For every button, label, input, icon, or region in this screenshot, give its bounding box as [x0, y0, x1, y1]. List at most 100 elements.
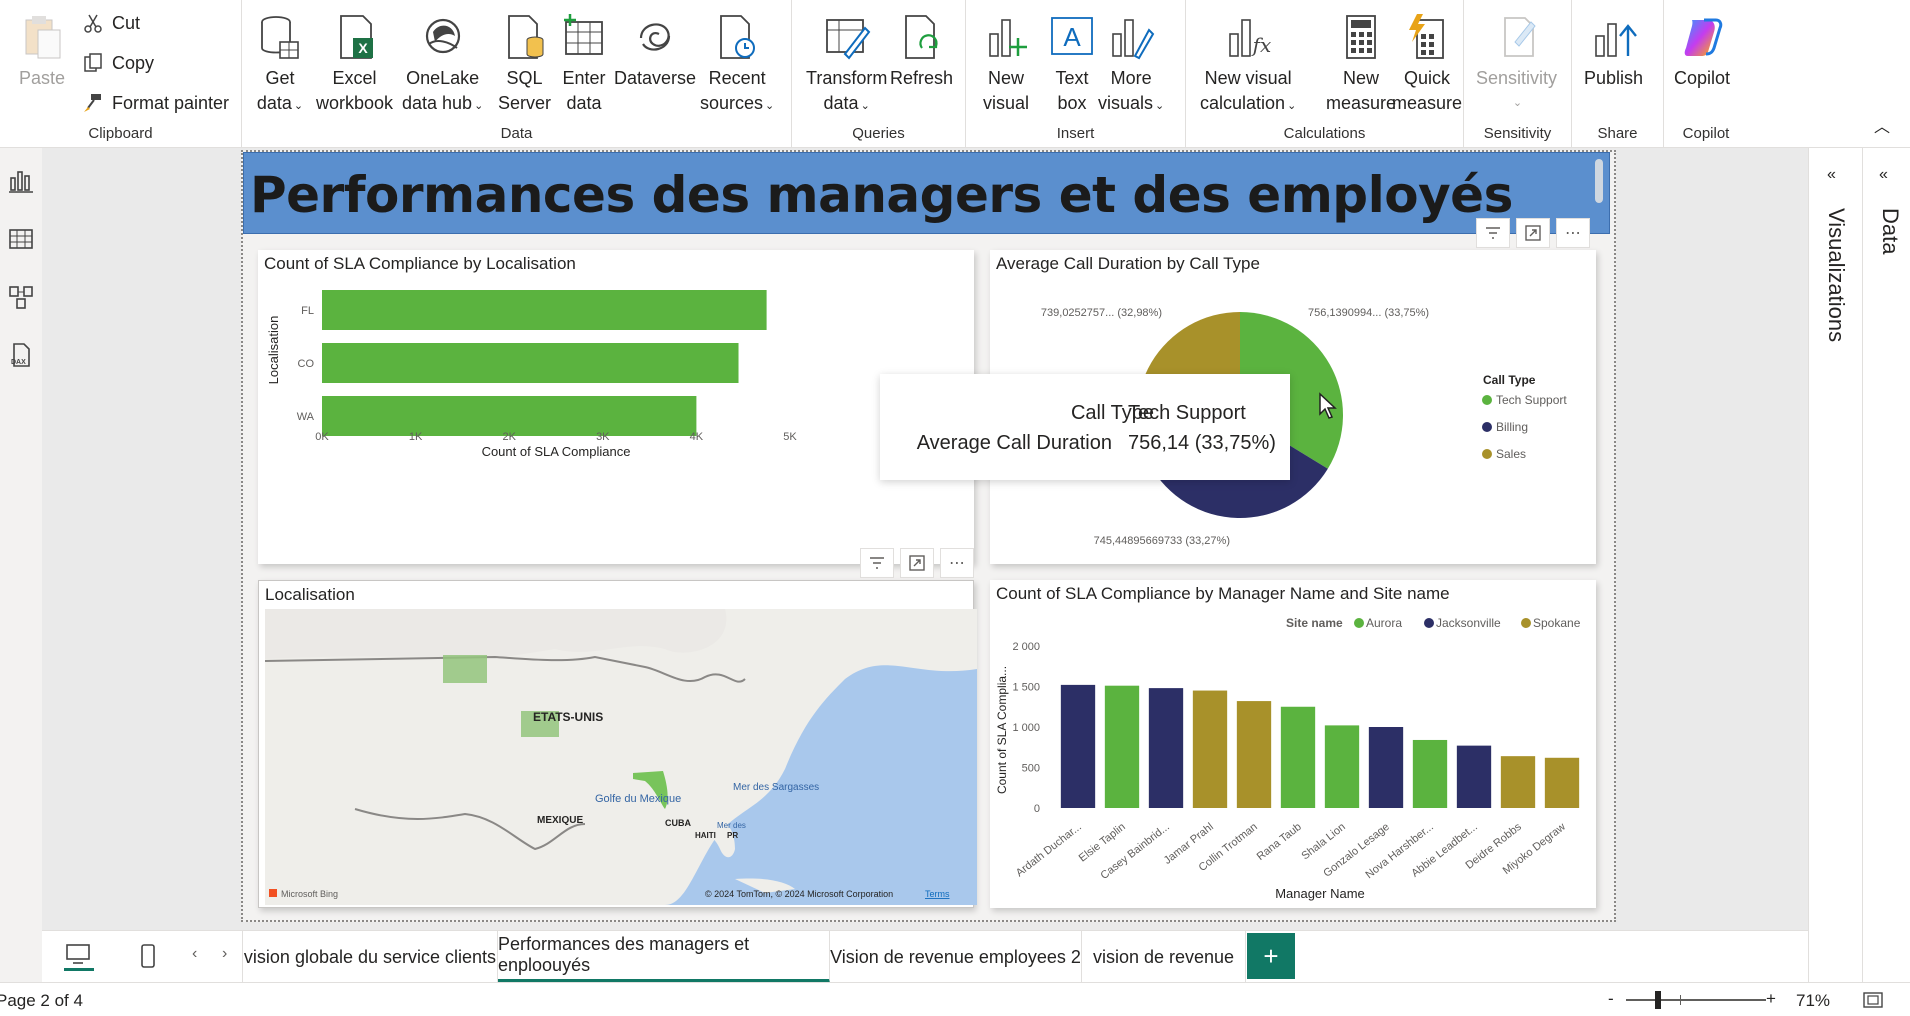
legend-item[interactable]: Sales	[1496, 447, 1526, 461]
filter-button[interactable]	[860, 548, 894, 578]
new-visual-button[interactable]: New visual	[982, 12, 1030, 116]
more-options-button[interactable]: ⋯	[940, 548, 974, 578]
column-bar[interactable]	[1412, 739, 1448, 808]
localisation-map-visual[interactable]: Localisation ETATS-UNIS MEXIQUE Golfe du…	[258, 580, 977, 908]
cut-button[interactable]: Cut	[82, 12, 140, 34]
tab-vision-revenue-employees[interactable]: Vision de revenue employees 2	[830, 931, 1082, 983]
zoom-out-button[interactable]: -	[1608, 989, 1614, 1008]
tab-prev-icon[interactable]: ‹	[192, 945, 198, 962]
title-scrollbar[interactable]	[1595, 159, 1603, 203]
sla-by-localisation-visual[interactable]: Count of SLA Compliance by Localisation …	[258, 250, 974, 564]
onelake-label-2: data hub	[402, 93, 473, 113]
sla-by-manager-visual[interactable]: Count of SLA Compliance by Manager Name …	[990, 580, 1596, 908]
column-bar[interactable]	[1500, 756, 1536, 808]
expand-pane-icon[interactable]: «	[1827, 166, 1836, 183]
add-page-button[interactable]: +	[1247, 933, 1295, 979]
new-measure-button[interactable]: New measure	[1326, 12, 1396, 116]
format-painter-button[interactable]: Format painter	[82, 92, 229, 114]
legend-item[interactable]: Aurora	[1366, 616, 1402, 630]
collapse-ribbon-icon[interactable]: ︿	[1873, 119, 1890, 136]
call-duration-pie-visual[interactable]: Average Call Duration by Call Type 756,1…	[990, 250, 1596, 564]
tab-vision-revenue[interactable]: vision de revenue	[1082, 931, 1246, 983]
column-bar[interactable]	[1104, 685, 1140, 808]
dataverse-button[interactable]: Dataverse	[614, 12, 696, 91]
column-bar[interactable]	[1192, 690, 1228, 808]
legend-item[interactable]: Billing	[1496, 420, 1528, 434]
paste-button[interactable]: Paste	[18, 12, 66, 91]
visualizations-pane[interactable]: « Visualizations	[1808, 148, 1862, 982]
desktop-layout-button[interactable]	[64, 943, 94, 971]
column-bar[interactable]	[1368, 727, 1404, 808]
publish-button[interactable]: Publish	[1584, 12, 1643, 91]
get-data-button[interactable]: Get data ⌄	[256, 12, 304, 119]
legend-item[interactable]: Jacksonville	[1436, 616, 1501, 630]
column-bar[interactable]	[1060, 684, 1096, 808]
column-bar[interactable]	[1456, 745, 1492, 808]
column-bar[interactable]	[1280, 706, 1316, 808]
expand-pane-icon[interactable]: «	[1879, 166, 1888, 183]
bar-fl[interactable]	[322, 290, 767, 330]
expand-icon	[909, 555, 925, 571]
copilot-label: Copilot	[1674, 68, 1731, 88]
legend-marker	[1482, 449, 1492, 459]
table-view-icon[interactable]	[8, 226, 34, 252]
queries-group: Transform data ⌄ Refresh Queries	[792, 0, 966, 148]
copilot-button[interactable]: Copilot	[1674, 12, 1730, 91]
filter-button[interactable]	[1476, 218, 1510, 248]
model-view-icon[interactable]	[8, 284, 34, 310]
share-group-label: Share	[1597, 125, 1638, 142]
copy-button[interactable]: Copy	[82, 52, 154, 74]
transform-data-button[interactable]: Transform data ⌄	[806, 12, 887, 119]
bar-wa[interactable]	[322, 396, 697, 436]
more-options-button[interactable]: ⋯	[1556, 218, 1590, 248]
bar-co[interactable]	[322, 343, 739, 383]
fit-to-page-icon[interactable]	[1862, 991, 1884, 1009]
transform-label-1: Transform	[806, 68, 888, 88]
sql-server-button[interactable]: SQL Server	[498, 12, 551, 116]
excel-workbook-button[interactable]: X Excel workbook	[316, 12, 393, 116]
queries-group-label: Queries	[852, 125, 905, 142]
tab-vision-globale[interactable]: vision globale du service clients	[242, 931, 498, 983]
report-view-icon[interactable]	[8, 168, 34, 194]
refresh-button[interactable]: Refresh	[890, 12, 953, 91]
mobile-layout-button[interactable]	[138, 943, 158, 974]
chevron-down-icon: ⌄	[474, 100, 484, 112]
data-pane[interactable]: « Data	[1862, 148, 1910, 982]
svg-text:X: X	[358, 40, 368, 56]
enter-data-button[interactable]: Enter data	[560, 12, 608, 116]
map-terms-link[interactable]: Terms	[925, 889, 950, 899]
tab-label: Performances des managers et enploouyés	[498, 934, 750, 975]
legend-item[interactable]: Spokane	[1533, 616, 1581, 630]
text-box-label-1: Text	[1055, 68, 1089, 88]
zoom-slider[interactable]	[1626, 999, 1766, 1001]
recent-sources-button[interactable]: Recent sources ⌄	[700, 12, 774, 119]
tab-next-icon[interactable]: ›	[222, 945, 228, 962]
map-label-gulf: Golfe du Mexique	[595, 793, 681, 805]
sensitivity-button[interactable]: Sensitivity ⌄	[1476, 12, 1557, 116]
column-bar[interactable]	[1148, 688, 1184, 808]
dax-query-view-icon[interactable]: DAX	[8, 342, 34, 368]
column-bar[interactable]	[1236, 701, 1272, 808]
more-visuals-button[interactable]: More visuals ⌄	[1098, 12, 1164, 119]
legend-item[interactable]: Tech Support	[1496, 393, 1567, 407]
sql-server-icon	[507, 15, 543, 59]
legend-marker	[1521, 618, 1531, 628]
mouse-cursor-icon	[1319, 392, 1337, 419]
new-visual-calculation-button[interactable]: fx New visual calculation ⌄	[1200, 12, 1296, 119]
column-bar[interactable]	[1324, 725, 1360, 808]
expand-icon	[1525, 225, 1541, 241]
focus-mode-button[interactable]	[900, 548, 934, 578]
map-canvas[interactable]: ETATS-UNIS MEXIQUE Golfe du Mexique Mer …	[265, 609, 977, 905]
column-bar[interactable]	[1544, 757, 1580, 808]
sql-label-2: Server	[498, 93, 552, 113]
onelake-button[interactable]: OneLake data hub ⌄	[402, 12, 483, 119]
recent-label-1: Recent	[708, 68, 766, 88]
zoom-in-button[interactable]: +	[1766, 989, 1776, 1008]
text-box-button[interactable]: A Text box	[1048, 12, 1096, 116]
focus-mode-button[interactable]	[1516, 218, 1550, 248]
zoom-slider-thumb[interactable]	[1655, 991, 1661, 1009]
view-switcher: DAX	[0, 148, 42, 982]
tab-performances[interactable]: Performances des managers et enploouyés	[498, 931, 830, 983]
quick-measure-button[interactable]: Quick measure	[1392, 12, 1462, 116]
